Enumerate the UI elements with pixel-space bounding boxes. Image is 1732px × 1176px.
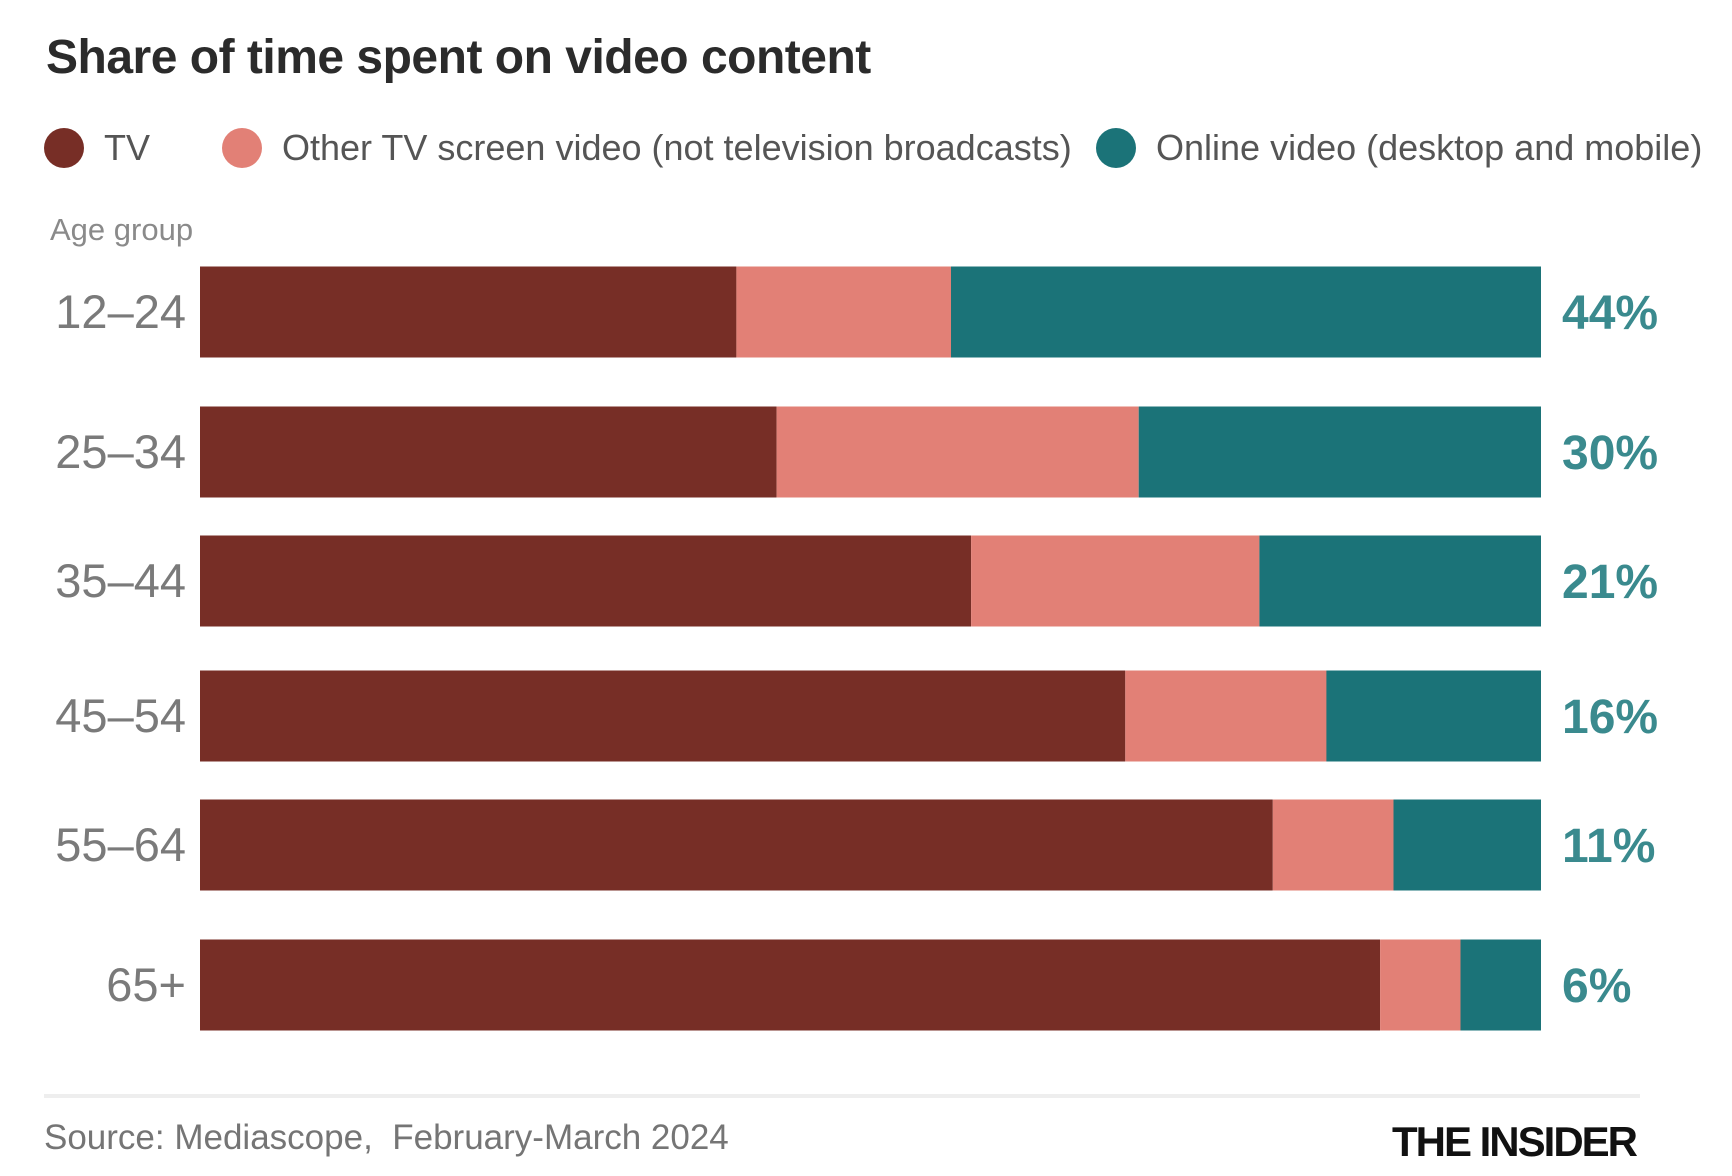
chart-title: Share of time spent on video content (46, 31, 871, 84)
bar-segment-1-row-2 (971, 535, 1260, 627)
bar-segment-2-row-2 (1259, 535, 1541, 627)
legend-label-other-tv-screen-video: Other TV screen video (not television br… (282, 127, 1072, 168)
legend-item-online-video: Online video (desktop and mobile) (1096, 122, 1702, 174)
category-label-4: 55–64 (55, 818, 186, 871)
source-note: Source: Mediascope, February-March 2024 (44, 1118, 729, 1157)
bar-segment-0-row-4 (200, 799, 1273, 891)
data-label-5: 6% (1562, 960, 1631, 1013)
category-label-5: 65+ (106, 958, 186, 1011)
bar-segment-0-row-0 (200, 266, 737, 358)
legend: TV Other TV screen video (not television… (44, 122, 1704, 174)
bar-segment-2-row-5 (1460, 939, 1541, 1031)
legend-swatch-other-tv-screen-video (222, 128, 262, 168)
bar-segment-2-row-3 (1326, 670, 1541, 762)
bar-segment-2-row-4 (1393, 799, 1541, 891)
category-label-3: 45–54 (55, 689, 186, 742)
y-axis-title: Age group (50, 212, 194, 247)
bar-segment-1-row-5 (1380, 939, 1461, 1031)
bar-segment-0-row-1 (200, 406, 777, 498)
legend-swatch-online-video (1096, 128, 1136, 168)
category-label-2: 35–44 (55, 554, 186, 607)
legend-item-tv: TV (44, 122, 150, 174)
bar-segment-1-row-1 (776, 406, 1139, 498)
data-label-4: 11% (1562, 820, 1655, 873)
data-label-0: 44% (1562, 287, 1658, 340)
bar-segment-1-row-3 (1125, 670, 1327, 762)
bar-segment-2-row-0 (951, 266, 1541, 358)
legend-item-other-tv-screen-video: Other TV screen video (not television br… (222, 122, 1072, 174)
data-label-1: 30% (1562, 427, 1658, 480)
category-label-1: 25–34 (55, 425, 186, 478)
data-label-2: 21% (1562, 556, 1658, 609)
bar-segment-1-row-4 (1272, 799, 1394, 891)
bar-segment-0-row-3 (200, 670, 1126, 762)
category-label-0: 12–24 (55, 285, 186, 338)
brand-logo: THE INSIDER (1391, 1118, 1638, 1165)
footer-divider (44, 1094, 1640, 1098)
legend-swatch-tv (44, 128, 84, 168)
bar-segment-0-row-2 (200, 535, 972, 627)
legend-label-tv: TV (104, 127, 151, 168)
bar-segment-0-row-5 (200, 939, 1381, 1031)
bar-segment-2-row-1 (1138, 406, 1541, 498)
bar-segment-1-row-0 (736, 266, 951, 358)
data-label-3: 16% (1562, 691, 1658, 744)
legend-label-online-video: Online video (desktop and mobile) (1156, 127, 1703, 168)
